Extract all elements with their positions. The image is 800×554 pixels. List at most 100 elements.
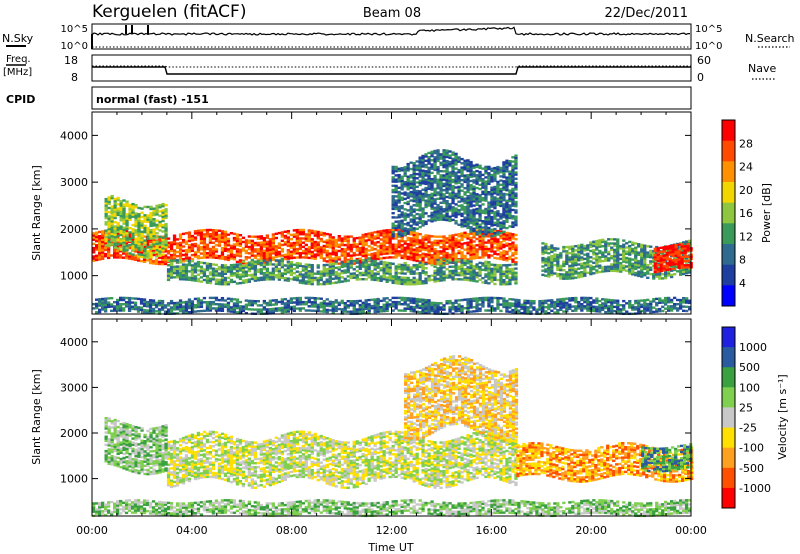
echo-cell — [379, 279, 383, 282]
echo-cell — [424, 159, 428, 162]
echo-cell — [358, 246, 362, 250]
echo-cell — [469, 219, 473, 223]
echo-cell — [499, 215, 503, 218]
echo-cell — [451, 170, 455, 173]
echo-cell — [151, 299, 156, 302]
echo-cell — [463, 263, 467, 267]
echo-cell — [145, 244, 150, 247]
echo-cell — [346, 248, 350, 251]
echo-cell — [460, 183, 464, 186]
echo-cell — [472, 244, 476, 247]
echo-cell — [148, 309, 153, 312]
echo-cell — [613, 252, 617, 256]
echo-cell — [253, 268, 257, 272]
echo-cell — [499, 196, 503, 199]
echo-cell — [472, 246, 476, 249]
echo-cell — [547, 271, 551, 274]
echo-cell — [220, 253, 225, 256]
echo-cell — [134, 246, 138, 249]
echo-cell — [277, 261, 281, 264]
echo-cell — [367, 267, 371, 271]
echo-cell — [334, 273, 338, 276]
echo-cell — [110, 303, 114, 306]
echo-cell — [463, 278, 467, 281]
echo-cell — [496, 220, 500, 223]
echo-cell — [445, 155, 449, 159]
echo-cell — [190, 276, 195, 280]
echo-cell — [631, 249, 635, 253]
echo-cell — [656, 259, 660, 263]
echo-cell — [346, 279, 350, 282]
echo-cell — [316, 266, 320, 269]
echo-cell — [172, 276, 177, 279]
echo-cell — [460, 232, 464, 235]
echo-cell — [442, 239, 446, 242]
echo-cell — [445, 176, 449, 180]
echo-cell — [514, 261, 518, 264]
echo-cell — [331, 281, 335, 285]
echo-cell — [601, 240, 605, 244]
echo-cell — [358, 242, 362, 246]
echo-cell — [668, 251, 672, 254]
echo-cell — [439, 186, 443, 190]
echo-cell — [229, 272, 234, 275]
echo-cell — [550, 248, 554, 251]
echo-cell — [610, 257, 614, 260]
echo-cell — [493, 227, 497, 231]
echo-cell — [220, 307, 225, 310]
echo-cell — [226, 305, 231, 309]
echo-cell — [505, 170, 509, 173]
echo-cell — [119, 208, 123, 211]
echo-cell — [328, 260, 332, 264]
echo-cell — [268, 257, 272, 260]
echo-cell — [331, 248, 335, 252]
echo-cell — [409, 272, 413, 275]
echo-cell — [421, 209, 425, 212]
echo-cell — [178, 305, 183, 309]
echo-cell — [92, 303, 96, 306]
echo-cell — [653, 262, 657, 265]
echo-cell — [161, 205, 165, 208]
echo-cell — [163, 248, 168, 251]
echo-cell — [110, 205, 114, 208]
echo-cell — [475, 271, 479, 275]
echo-cell — [655, 275, 659, 278]
echo-cell — [178, 243, 183, 247]
echo-cell — [322, 274, 326, 277]
echo-cell — [295, 303, 299, 306]
echo-cell — [376, 279, 380, 282]
echo-cell — [514, 271, 518, 274]
echo-cell — [493, 242, 497, 245]
echo-cell — [128, 212, 132, 215]
echo-cell — [616, 265, 620, 269]
echo-cell — [214, 229, 219, 232]
echo-cell — [400, 204, 404, 208]
echo-cell — [616, 263, 620, 267]
echo-cell — [628, 253, 632, 256]
echo-cell — [226, 250, 231, 253]
echo-cell — [107, 215, 111, 218]
echo-cell — [137, 255, 141, 258]
echo-cell — [214, 231, 219, 234]
echo-cell — [139, 249, 144, 252]
echo-cell — [295, 247, 299, 251]
echo-cell — [155, 240, 159, 243]
echo-cell — [271, 269, 275, 272]
echo-cell — [214, 303, 219, 306]
echo-cell — [508, 181, 512, 184]
echo-cell — [484, 207, 488, 211]
echo-cell — [472, 191, 476, 195]
cpid-panel: CPID normal (fast) -151 — [6, 86, 692, 110]
echo-cell — [394, 195, 398, 198]
echo-cell — [418, 202, 422, 206]
echo-cell — [412, 283, 416, 286]
echo-cell — [364, 243, 368, 246]
echo-cell — [412, 183, 416, 186]
echo-cell — [469, 245, 473, 248]
echo-cell — [451, 164, 455, 167]
echo-cell — [439, 180, 443, 183]
echo-cell — [400, 246, 404, 249]
echo-cell — [154, 310, 159, 313]
echo-cell — [436, 260, 440, 264]
echo-cell — [101, 297, 105, 301]
